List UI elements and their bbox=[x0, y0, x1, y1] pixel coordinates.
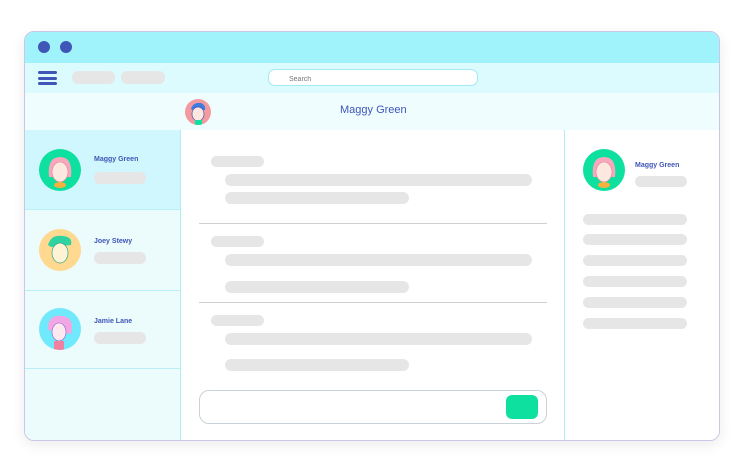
contact-avatar[interactable] bbox=[185, 99, 211, 125]
title-bar bbox=[25, 32, 719, 63]
app-window: Maggy Green Maggy Green Joey Stewy Jamie… bbox=[24, 31, 720, 441]
send-button[interactable] bbox=[506, 395, 538, 419]
window-minimize-button[interactable] bbox=[60, 41, 72, 53]
contact-name: Jamie Lane bbox=[94, 318, 133, 325]
message-divider bbox=[199, 223, 547, 224]
message-preview-placeholder bbox=[94, 172, 146, 184]
message-sender-placeholder bbox=[211, 156, 264, 167]
message-line-placeholder bbox=[225, 174, 532, 186]
message-preview-placeholder bbox=[94, 252, 146, 264]
message-preview-placeholder bbox=[94, 332, 146, 344]
message-line-placeholder bbox=[225, 333, 532, 345]
profile-avatar bbox=[583, 149, 625, 191]
message-sender-placeholder bbox=[211, 315, 264, 326]
profile-detail-placeholder bbox=[583, 276, 687, 287]
message-line-placeholder bbox=[225, 281, 409, 293]
chat-contact-name: Maggy Green bbox=[340, 104, 407, 116]
profile-detail-placeholder bbox=[583, 255, 687, 266]
message-sender-placeholder bbox=[211, 236, 264, 247]
message-thread bbox=[181, 130, 564, 440]
message-divider bbox=[199, 302, 547, 303]
contact-list: Maggy Green Joey Stewy Jamie Lane bbox=[25, 130, 181, 440]
profile-detail-placeholder bbox=[583, 297, 687, 308]
toolbar bbox=[25, 63, 719, 93]
profile-panel: Maggy Green bbox=[564, 130, 719, 440]
nav-placeholder-2[interactable] bbox=[121, 71, 165, 84]
contact-item-maggy-green[interactable]: Maggy Green bbox=[25, 130, 180, 210]
contact-name: Joey Stewy bbox=[94, 238, 133, 245]
message-line-placeholder bbox=[225, 192, 409, 204]
profile-detail-placeholder bbox=[583, 214, 687, 225]
avatar bbox=[39, 229, 81, 271]
window-close-button[interactable] bbox=[38, 41, 50, 53]
contact-item-jamie-lane[interactable]: Jamie Lane bbox=[25, 291, 180, 369]
hamburger-menu-icon[interactable] bbox=[38, 71, 57, 85]
contact-name: Maggy Green bbox=[94, 156, 139, 163]
profile-name: Maggy Green bbox=[635, 162, 680, 169]
profile-status-placeholder bbox=[635, 176, 687, 187]
avatar bbox=[39, 308, 81, 350]
message-line-placeholder bbox=[225, 254, 532, 266]
contact-item-joey-stewy[interactable]: Joey Stewy bbox=[25, 210, 180, 291]
search-input[interactable] bbox=[268, 69, 478, 86]
profile-detail-placeholder bbox=[583, 234, 687, 245]
message-input[interactable] bbox=[199, 390, 547, 424]
message-line-placeholder bbox=[225, 359, 409, 371]
chat-header: Maggy Green bbox=[25, 93, 719, 130]
nav-placeholder-1[interactable] bbox=[72, 71, 115, 84]
profile-detail-placeholder bbox=[583, 318, 687, 329]
avatar bbox=[39, 149, 81, 191]
